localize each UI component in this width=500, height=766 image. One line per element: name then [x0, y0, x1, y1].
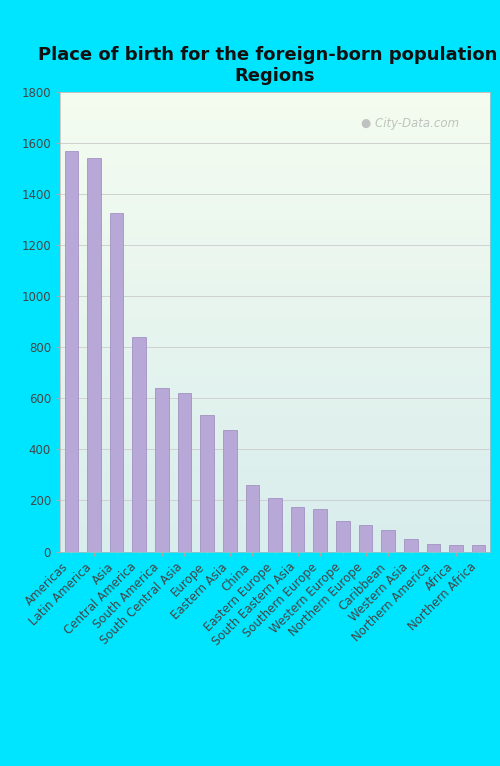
- Bar: [426, 544, 440, 552]
- Bar: [404, 538, 417, 552]
- Bar: [358, 525, 372, 552]
- Bar: [246, 485, 259, 552]
- Bar: [155, 388, 168, 552]
- Text: ● City-Data.com: ● City-Data.com: [361, 117, 459, 130]
- Bar: [450, 545, 463, 552]
- Bar: [64, 151, 78, 552]
- Bar: [336, 521, 349, 552]
- Bar: [200, 415, 214, 552]
- Bar: [268, 498, 282, 552]
- Title: Place of birth for the foreign-born population -
Regions: Place of birth for the foreign-born popu…: [38, 46, 500, 85]
- Bar: [132, 337, 146, 552]
- Bar: [472, 545, 486, 552]
- Bar: [382, 530, 395, 552]
- Bar: [223, 430, 236, 552]
- Bar: [291, 507, 304, 552]
- Bar: [87, 159, 101, 552]
- Bar: [110, 213, 124, 552]
- Bar: [178, 393, 192, 552]
- Bar: [314, 509, 327, 552]
